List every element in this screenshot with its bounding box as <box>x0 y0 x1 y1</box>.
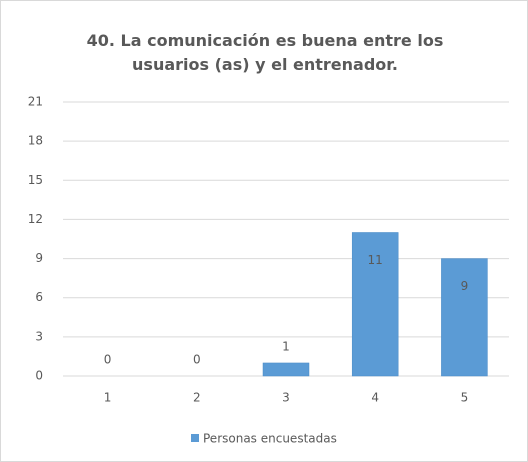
data-label: 0 <box>104 353 112 367</box>
data-label: 9 <box>461 279 469 293</box>
data-label: 0 <box>193 353 201 367</box>
bar <box>262 362 310 377</box>
y-tick-label: 9 <box>35 251 43 265</box>
x-tick-label: 5 <box>461 391 469 405</box>
legend-label: Personas encuestadas <box>203 432 337 446</box>
x-tick-label: 1 <box>104 391 112 405</box>
y-tick-label: 3 <box>35 329 43 343</box>
y-tick-label: 15 <box>28 173 43 187</box>
x-tick-label: 4 <box>371 391 379 405</box>
bar <box>441 258 488 377</box>
x-tick-label: 3 <box>282 391 290 405</box>
y-tick-label: 0 <box>35 369 43 383</box>
y-tick-label: 12 <box>28 212 43 226</box>
y-tick-label: 18 <box>28 134 43 148</box>
data-label: 1 <box>282 339 290 353</box>
legend-swatch <box>191 434 199 442</box>
data-label: 11 <box>368 253 383 267</box>
bar <box>351 232 399 377</box>
y-tick-label: 6 <box>35 290 43 304</box>
y-tick-label: 21 <box>28 95 43 109</box>
chart-title: 40. La comunicación es buena entre los u… <box>86 31 444 74</box>
x-tick-label: 2 <box>193 391 201 405</box>
